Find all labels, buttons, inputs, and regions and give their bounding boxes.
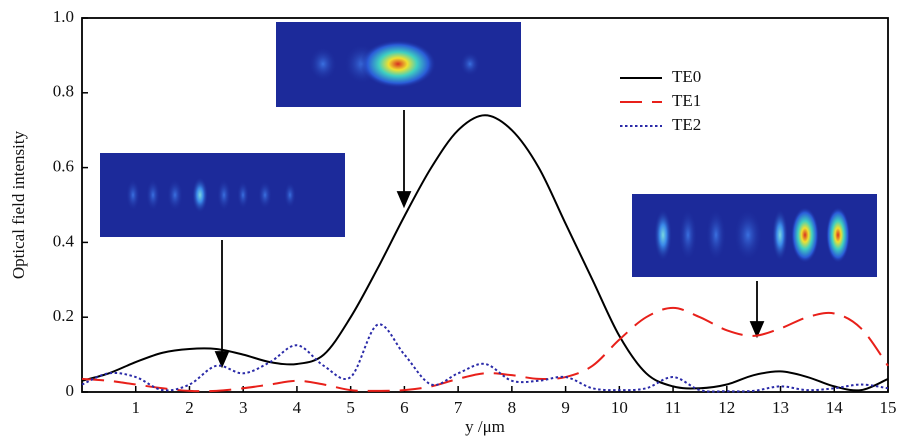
x-tick-label: 1 xyxy=(131,398,140,417)
legend-label: TE0 xyxy=(672,67,701,86)
y-tick-label: 0.2 xyxy=(53,306,74,325)
x-tick-label: 9 xyxy=(561,398,570,417)
series-line xyxy=(82,308,888,391)
series-line xyxy=(82,324,888,391)
legend-label: TE2 xyxy=(672,115,701,134)
y-tick-label: 0.4 xyxy=(53,231,75,250)
x-tick-label: 8 xyxy=(508,398,517,417)
x-tick-label: 2 xyxy=(185,398,194,417)
x-tick-label: 10 xyxy=(611,398,628,417)
chart: y /μm Optical field intensity 1234567891… xyxy=(0,0,901,441)
x-tick-label: 3 xyxy=(239,398,248,417)
x-tick-label: 14 xyxy=(826,398,844,417)
x-tick-label: 11 xyxy=(665,398,681,417)
x-axis-label: y /μm xyxy=(465,417,505,436)
y-tick-label: 0 xyxy=(66,381,75,400)
x-tick-label: 5 xyxy=(346,398,355,417)
y-tick-label: 0.6 xyxy=(53,157,74,176)
x-tick-label: 15 xyxy=(880,398,897,417)
x-tick-label: 12 xyxy=(718,398,735,417)
x-tick-label: 7 xyxy=(454,398,463,417)
legend-label: TE1 xyxy=(672,91,701,110)
y-tick-label: 0.8 xyxy=(53,82,74,101)
y-axis-label: Optical field intensity xyxy=(9,130,28,279)
x-tick-label: 13 xyxy=(772,398,789,417)
x-tick-label: 4 xyxy=(293,398,302,417)
y-tick-label: 1.0 xyxy=(53,7,74,26)
x-tick-label: 6 xyxy=(400,398,409,417)
inset-images xyxy=(100,22,877,277)
